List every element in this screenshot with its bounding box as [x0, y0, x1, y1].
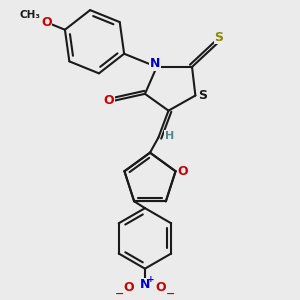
Text: H: H — [164, 131, 174, 141]
Text: N: N — [150, 57, 160, 70]
Text: O: O — [103, 94, 114, 107]
Text: O: O — [124, 281, 134, 294]
Text: +: + — [146, 274, 154, 284]
Text: O: O — [156, 281, 167, 294]
Text: O: O — [178, 165, 188, 178]
Text: CH₃: CH₃ — [19, 11, 40, 20]
Text: S: S — [214, 31, 224, 44]
Text: O: O — [41, 16, 52, 29]
Text: S: S — [198, 89, 207, 102]
Text: −: − — [115, 289, 124, 298]
Text: −: − — [166, 289, 175, 298]
Text: N: N — [140, 278, 150, 291]
